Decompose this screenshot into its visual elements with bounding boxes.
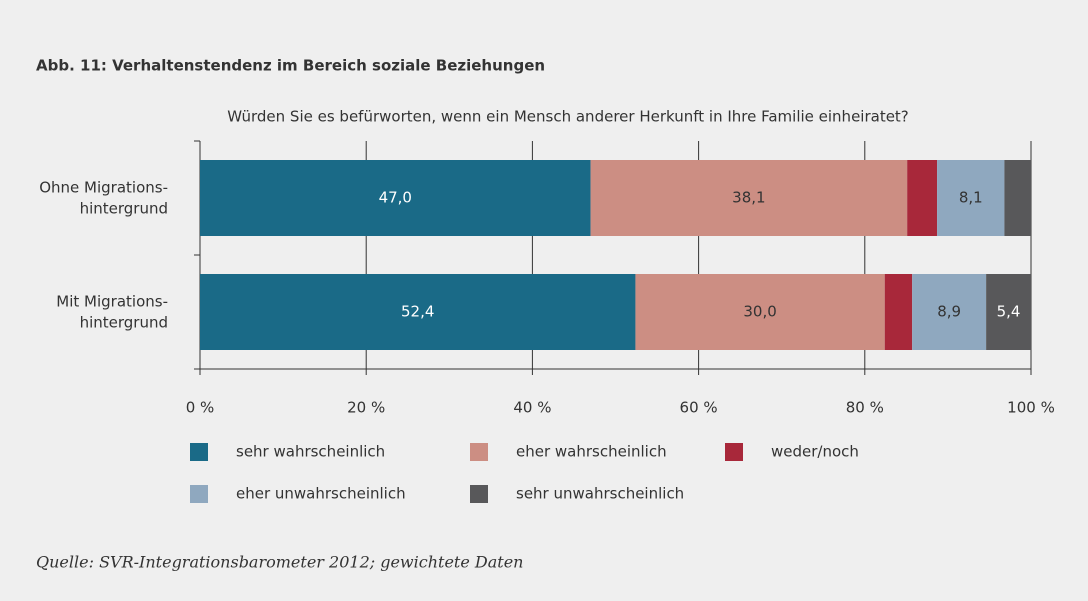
chart-subtitle: Würden Sie es befürworten, wenn ein Mens… bbox=[227, 108, 909, 126]
y-tick-label: Mit Migrations-hintergrund bbox=[56, 292, 168, 331]
bar-segment bbox=[590, 160, 908, 236]
bar-segment bbox=[912, 274, 987, 350]
chart-title: Abb. 11: Verhaltenstendenz im Bereich so… bbox=[36, 57, 545, 75]
bar-segment bbox=[200, 160, 591, 236]
data-label: 8,9 bbox=[937, 303, 961, 321]
x-tick-label: 80 % bbox=[846, 399, 884, 417]
bar-segment bbox=[200, 274, 636, 350]
bar-segment bbox=[884, 274, 913, 350]
x-tick-label: 40 % bbox=[513, 399, 551, 417]
x-tick-label: 20 % bbox=[347, 399, 385, 417]
data-label: 8,1 bbox=[959, 189, 983, 207]
legend-label: weder/noch bbox=[771, 443, 859, 461]
data-label: 52,4 bbox=[401, 303, 434, 321]
legend-swatch bbox=[190, 443, 208, 461]
data-label: 38,1 bbox=[732, 189, 765, 207]
legend-swatch bbox=[190, 485, 208, 503]
bar-segment bbox=[937, 160, 1005, 236]
legend-swatch bbox=[470, 485, 488, 503]
x-tick-label: 100 % bbox=[1007, 399, 1055, 417]
legend-label: sehr unwahrscheinlich bbox=[516, 485, 684, 503]
legend-label: eher wahrscheinlich bbox=[516, 443, 667, 461]
legend-label: sehr wahrscheinlich bbox=[236, 443, 385, 461]
source: Quelle: SVR-Integrationsbarometer 2012; … bbox=[36, 553, 523, 572]
x-tick-label: 0 % bbox=[186, 399, 215, 417]
data-label: 47,0 bbox=[379, 189, 412, 207]
bar-segment bbox=[635, 274, 885, 350]
y-tick-label: Ohne Migrations-hintergrund bbox=[39, 178, 168, 217]
bar-segment bbox=[1004, 160, 1031, 236]
bar-segment bbox=[986, 274, 1031, 350]
x-tick-label: 60 % bbox=[680, 399, 718, 417]
data-label: 30,0 bbox=[743, 303, 776, 321]
legend-label: eher unwahrscheinlich bbox=[236, 485, 406, 503]
bar-segment bbox=[907, 160, 938, 236]
legend-swatch bbox=[725, 443, 743, 461]
legend-swatch bbox=[470, 443, 488, 461]
data-label: 5,4 bbox=[997, 303, 1021, 321]
